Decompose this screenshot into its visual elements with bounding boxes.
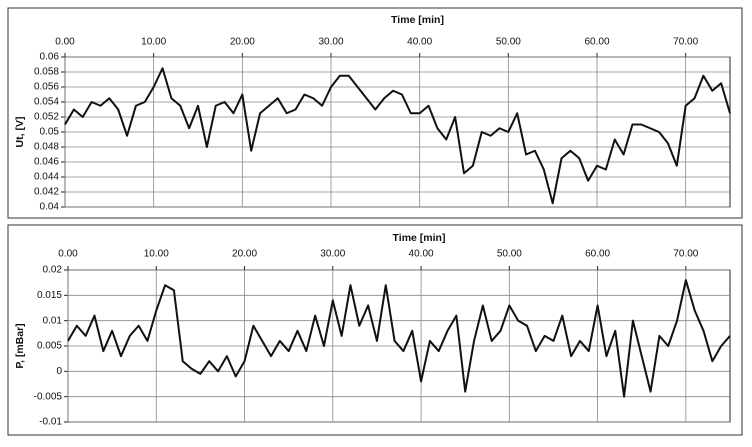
x-tick-label: 40.00 [407,37,432,48]
y-tick-label: 0.046 [34,157,59,168]
y-tick-label: 0.05 [40,127,60,138]
y-tick-label: 0.06 [40,52,60,63]
y-tick-label: 0.02 [43,265,63,276]
x-tick-label: 20.00 [232,249,257,260]
x-tick-label: 30.00 [318,37,343,48]
y-tick-label: 0.01 [43,315,63,326]
x-axis-title: Time [min] [393,232,446,244]
x-tick-label: 70.00 [673,37,698,48]
data-line [67,279,731,398]
x-tick-label: 10.00 [144,249,169,260]
x-tick-label: 0.00 [55,37,75,48]
y-tick-label: 0.048 [34,142,59,153]
y-axis-title: P, [mBar] [14,323,26,368]
y-tick-label: 0.04 [40,202,60,213]
y-tick-label: 0.044 [34,172,59,183]
x-tick-label: 10.00 [141,37,166,48]
x-tick-label: 60.00 [585,249,610,260]
x-tick-label: 30.00 [320,249,345,260]
x-axis-title: Time [min] [391,14,444,26]
panel-frame [7,7,743,219]
y-tick-label: 0.015 [37,290,62,301]
y-tick-label: 0.056 [34,82,59,93]
y-tick-label: -0.01 [39,417,62,428]
x-tick-label: 40.00 [409,249,434,260]
y-axis-title: Ut, [V] [14,117,26,148]
panel-frame [7,224,743,436]
data-line [64,67,731,205]
x-tick-label: 60.00 [584,37,609,48]
y-tick-label: 0.042 [34,187,59,198]
y-tick-label: 0.058 [34,67,59,78]
y-tick-label: -0.005 [34,391,63,402]
x-tick-label: 20.00 [230,37,255,48]
y-tick-label: 0 [56,366,62,377]
y-tick-label: 0.052 [34,112,59,123]
y-tick-label: 0.005 [37,341,62,352]
x-tick-label: 70.00 [673,249,698,260]
y-tick-label: 0.054 [34,97,59,108]
x-tick-label: 50.00 [496,37,521,48]
x-tick-label: 50.00 [497,249,522,260]
x-tick-label: 0.00 [58,249,78,260]
